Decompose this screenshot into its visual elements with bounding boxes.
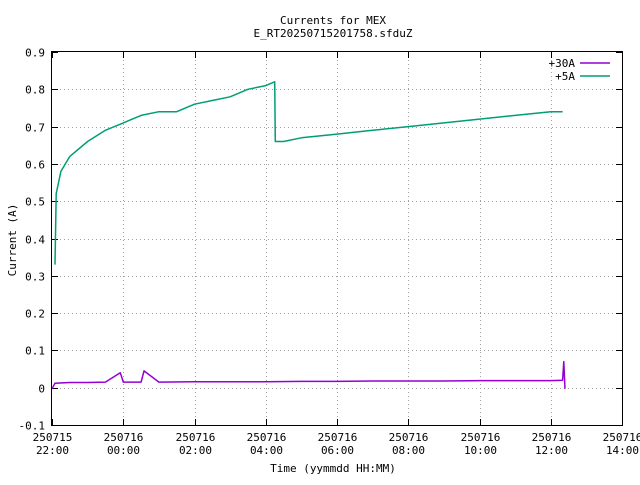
- y-axis: -0.1 0 0.1 0.2 0.3 0.4 0.5 0.6 0.7 0.8 0.9: [19, 47, 622, 433]
- y-tick-label: 0.4: [25, 234, 45, 247]
- x-tick-time: 08:00: [392, 444, 425, 457]
- x-tick-time: 22:00: [36, 444, 69, 457]
- x-tick-date: 250716: [247, 431, 287, 444]
- x-tick-time: 04:00: [250, 444, 283, 457]
- x-axis: 25071522:0025071600:0025071602:002507160…: [33, 52, 640, 457]
- x-tick-time: 10:00: [464, 444, 497, 457]
- x-tick-date: 250716: [176, 431, 216, 444]
- y-axis-label: Current (A): [6, 204, 19, 277]
- y-tick-label: 0: [38, 383, 45, 396]
- x-tick-time: 00:00: [107, 444, 140, 457]
- y-tick-label: 0.1: [25, 345, 45, 358]
- y-tick-label: 0.2: [25, 308, 45, 321]
- legend: +30A+5A: [549, 57, 610, 83]
- x-tick-date: 250716: [532, 431, 572, 444]
- x-tick-date: 250716: [389, 431, 429, 444]
- x-tick-date: 250715: [33, 431, 73, 444]
- y-tick-label: 0.5: [25, 196, 45, 209]
- x-tick-date: 250716: [104, 431, 144, 444]
- x-tick-time: 06:00: [321, 444, 354, 457]
- y-tick-label: 0.8: [25, 84, 45, 97]
- plot-frame: [51, 51, 623, 426]
- x-tick-time: 02:00: [179, 444, 212, 457]
- series-layer: [51, 81, 566, 390]
- series-line-2: [54, 81, 563, 265]
- chart-title: Currents for MEX: [280, 14, 386, 27]
- y-tick-label: -0.1: [19, 420, 46, 433]
- y-tick-label: 0.3: [25, 271, 45, 284]
- y-tick-label: 0.9: [25, 47, 45, 60]
- y-tick-label: 0.7: [25, 122, 45, 135]
- x-tick-date: 250716: [461, 431, 501, 444]
- x-axis-label: Time (yymmdd HH:MM): [270, 462, 396, 475]
- y-tick-label: 0.6: [25, 159, 45, 172]
- chart-subtitle: E_RT20250715201758.sfduZ: [254, 27, 413, 40]
- x-tick-date: 250716: [318, 431, 358, 444]
- x-tick-date: 250716: [603, 431, 640, 444]
- x-tick-time: 14:00: [606, 444, 639, 457]
- legend-label: +5A: [555, 70, 575, 83]
- grid: [52, 52, 622, 425]
- series-line-1: [51, 360, 566, 390]
- legend-label: +30A: [549, 57, 576, 70]
- x-tick-time: 12:00: [535, 444, 568, 457]
